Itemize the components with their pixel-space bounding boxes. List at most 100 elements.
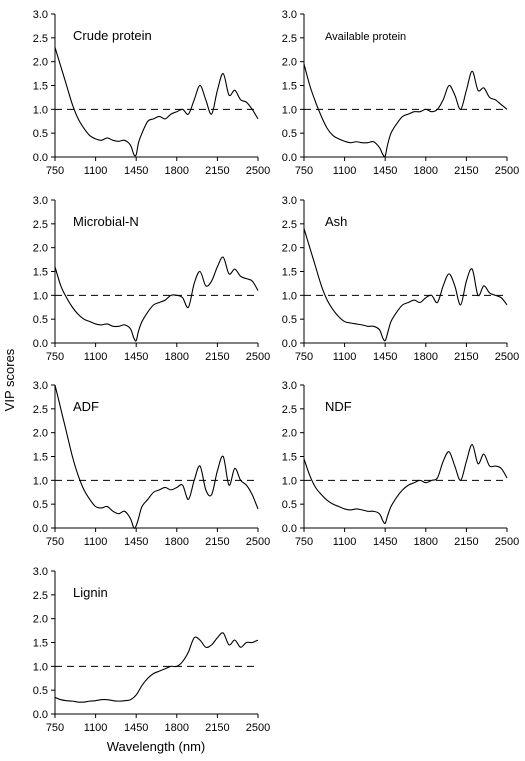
vip-line-lignin (54, 632, 259, 703)
y-tick-label: 0.5 (282, 499, 297, 511)
panel-lignin: 0.0 0.5 1.0 1.5 2.0 2.5 3.0 750 1100 1450 1800 2150… (33, 566, 271, 734)
panel-crude-protein: 0.0 0.5 1.0 1.5 2.0 2.5 3.0 750 1100 1450 1800 2150… (33, 9, 271, 177)
y-tick-label: 0.5 (282, 128, 297, 140)
y-tick-label: 3.0 (33, 566, 48, 578)
x-tick-label: 2150 (205, 536, 229, 548)
y-tick-label: 2.0 (282, 428, 297, 440)
x-tick-label: 2500 (246, 351, 270, 363)
x-tick-label: 2150 (205, 722, 229, 734)
y-tick-label: 0.5 (33, 128, 48, 140)
y-tick-label: 1.0 (33, 475, 48, 487)
vip-line-ash (303, 228, 508, 342)
panel-title: Crude protein (73, 28, 152, 43)
x-tick-label: 750 (295, 165, 313, 177)
y-tick-label: 2.0 (33, 243, 48, 255)
x-tick-label: 1450 (373, 351, 397, 363)
y-tick-label: 0.5 (33, 314, 48, 326)
x-tick-label: 1100 (333, 165, 357, 177)
panel-title: ADF (73, 399, 99, 414)
y-tick-label: 2.5 (33, 33, 48, 45)
y-tick-label: 0.0 (33, 523, 48, 535)
x-tick-label: 2150 (205, 351, 229, 363)
vip-line-available-protein (303, 63, 508, 158)
y-tick-label: 1.0 (33, 661, 48, 673)
x-tick-label: 2150 (454, 165, 478, 177)
y-tick-label: 3.0 (282, 195, 297, 207)
vip-line-crude-protein (54, 47, 259, 157)
y-tick-label: 1.0 (282, 475, 297, 487)
y-tick-label: 1.5 (33, 452, 48, 464)
panel-title: Available protein (325, 31, 406, 43)
y-tick-label: 3.0 (282, 380, 297, 392)
x-tick-label: 2150 (454, 536, 478, 548)
x-tick-label: 1100 (84, 536, 108, 548)
panel-adf: 0.0 0.5 1.0 1.5 2.0 2.5 3.0 750 1100 1450 1800 2150… (33, 380, 271, 548)
y-tick-label: 2.0 (282, 243, 297, 255)
x-tick-label: 1450 (124, 536, 148, 548)
x-tick-label: 2500 (246, 165, 270, 177)
panel-ndf: 0.0 0.5 1.0 1.5 2.0 2.5 3.0 750 1100 1450 1800 2150… (282, 380, 520, 548)
x-tick-label: 2500 (495, 351, 519, 363)
x-tick-label: 2150 (205, 165, 229, 177)
y-tick-label: 1.0 (33, 290, 48, 302)
y-tick-label: 1.5 (282, 267, 297, 279)
x-tick-label: 1450 (373, 165, 397, 177)
y-tick-label: 3.0 (33, 380, 48, 392)
x-tick-label: 1100 (84, 165, 108, 177)
panel-title: Microbial-N (73, 214, 139, 229)
x-tick-label: 1100 (333, 536, 357, 548)
x-tick-label: 2500 (246, 722, 270, 734)
x-tick-label: 750 (295, 536, 313, 548)
y-tick-label: 2.5 (33, 590, 48, 602)
x-axis-label: Wavelength (nm) (107, 739, 206, 754)
y-tick-label: 0.0 (33, 152, 48, 164)
panel-available-protein: 0.0 0.5 1.0 1.5 2.0 2.5 3.0 750 1100 1450 1800 2150… (282, 9, 520, 177)
x-tick-label: 2500 (246, 536, 270, 548)
x-tick-label: 1450 (124, 351, 148, 363)
y-tick-label: 1.5 (33, 81, 48, 93)
y-tick-label: 0.5 (33, 499, 48, 511)
y-tick-label: 2.0 (33, 57, 48, 69)
panels: 0.0 0.5 1.0 1.5 2.0 2.5 3.0 750 1100 1450 1800 2150… (33, 9, 520, 734)
y-tick-label: 2.0 (33, 428, 48, 440)
y-tick-label: 3.0 (33, 9, 48, 21)
x-tick-label: 1800 (414, 351, 438, 363)
y-tick-label: 3.0 (33, 195, 48, 207)
x-tick-label: 1800 (165, 165, 189, 177)
panel-title: NDF (325, 399, 352, 414)
y-tick-label: 1.0 (282, 104, 297, 116)
x-tick-label: 1800 (165, 722, 189, 734)
y-tick-label: 1.5 (282, 452, 297, 464)
x-tick-label: 1100 (84, 722, 108, 734)
y-tick-label: 2.5 (33, 219, 48, 231)
x-tick-label: 2150 (454, 351, 478, 363)
panel-ash: 0.0 0.5 1.0 1.5 2.0 2.5 3.0 750 1100 1450 1800 2150… (282, 195, 520, 363)
y-tick-label: 1.0 (33, 104, 48, 116)
y-tick-label: 0.0 (282, 152, 297, 164)
x-tick-label: 1450 (124, 165, 148, 177)
y-tick-label: 1.0 (282, 290, 297, 302)
x-tick-label: 750 (46, 165, 64, 177)
x-tick-label: 1450 (373, 536, 397, 548)
panel-title: Ash (325, 214, 347, 229)
y-tick-label: 0.5 (33, 685, 48, 697)
y-tick-label: 0.0 (33, 338, 48, 350)
y-tick-label: 2.5 (33, 404, 48, 416)
x-tick-label: 1450 (124, 722, 148, 734)
x-tick-label: 750 (46, 536, 64, 548)
x-tick-label: 1800 (165, 536, 189, 548)
y-tick-label: 3.0 (282, 9, 297, 21)
y-tick-label: 0.0 (282, 523, 297, 535)
y-tick-label: 1.5 (33, 638, 48, 650)
x-tick-label: 1100 (333, 351, 357, 363)
x-tick-label: 750 (46, 351, 64, 363)
x-tick-label: 750 (295, 351, 313, 363)
y-tick-label: 2.5 (282, 219, 297, 231)
y-tick-label: 1.5 (33, 267, 48, 279)
vip-line-microbial-n (54, 256, 259, 342)
panel-microbial-n: 0.0 0.5 1.0 1.5 2.0 2.5 3.0 750 1100 1450 1800 2150… (33, 195, 271, 363)
y-tick-label: 0.0 (33, 709, 48, 721)
y-tick-label: 1.5 (282, 81, 297, 93)
y-tick-label: 2.5 (282, 33, 297, 45)
y-axis-label: VIP scores (2, 348, 17, 411)
